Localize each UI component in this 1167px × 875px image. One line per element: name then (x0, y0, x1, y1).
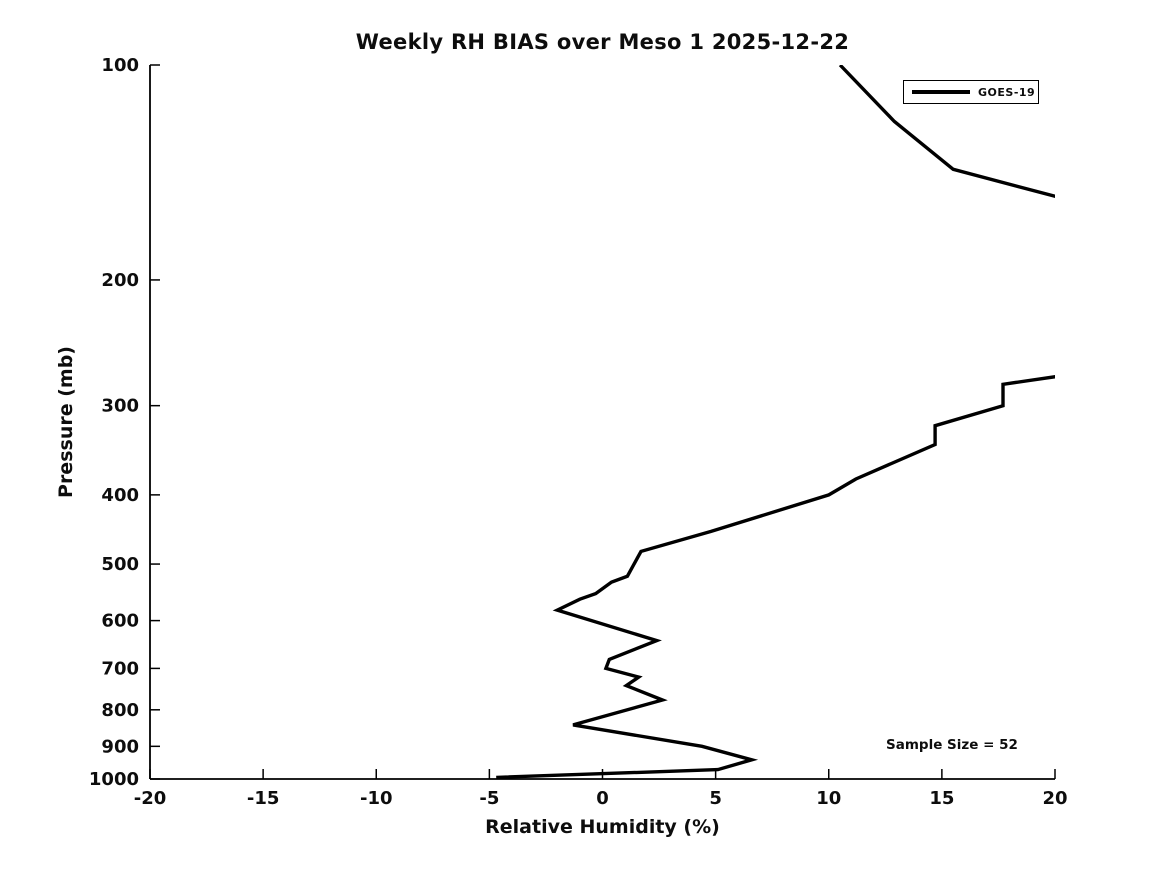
chart-title: Weekly RH BIAS over Meso 1 2025-12-22 (355, 30, 850, 54)
data-line-goes-19 (496, 375, 1055, 779)
sample-size-annotation: Sample Size = 52 (886, 737, 1018, 753)
y-axis-label: Pressure (mb) (55, 346, 77, 498)
y-tick-label: 600 (101, 611, 139, 632)
x-tick-label: 20 (1042, 788, 1067, 809)
y-tick-label: 800 (101, 700, 139, 721)
x-tick-label: -10 (360, 788, 393, 809)
y-tick-label: 500 (101, 554, 139, 575)
y-tick-label: 400 (101, 485, 139, 506)
x-axis-label: Relative Humidity (%) (485, 816, 720, 838)
x-tick-label: 15 (929, 788, 954, 809)
y-tick-label: 300 (101, 396, 139, 417)
y-tick-label: 200 (101, 270, 139, 291)
y-tick-label: 1000 (89, 769, 139, 790)
series-group (496, 65, 1055, 779)
x-tick-label: -20 (134, 788, 167, 809)
x-tick-label: 5 (709, 788, 722, 809)
y-tick-label: 900 (101, 736, 139, 757)
y-tick-label: 700 (101, 658, 139, 679)
data-line-goes-19 (838, 65, 1055, 199)
x-tick-label: -5 (479, 788, 499, 809)
x-tick-label: 0 (596, 788, 609, 809)
y-tick-label: 100 (101, 55, 139, 76)
legend-line-sample (912, 90, 970, 94)
legend-entry-label: GOES-19 (978, 85, 1036, 99)
x-tick-label: -15 (247, 788, 280, 809)
legend: GOES-19 (903, 80, 1039, 104)
x-tick-label: 10 (816, 788, 841, 809)
